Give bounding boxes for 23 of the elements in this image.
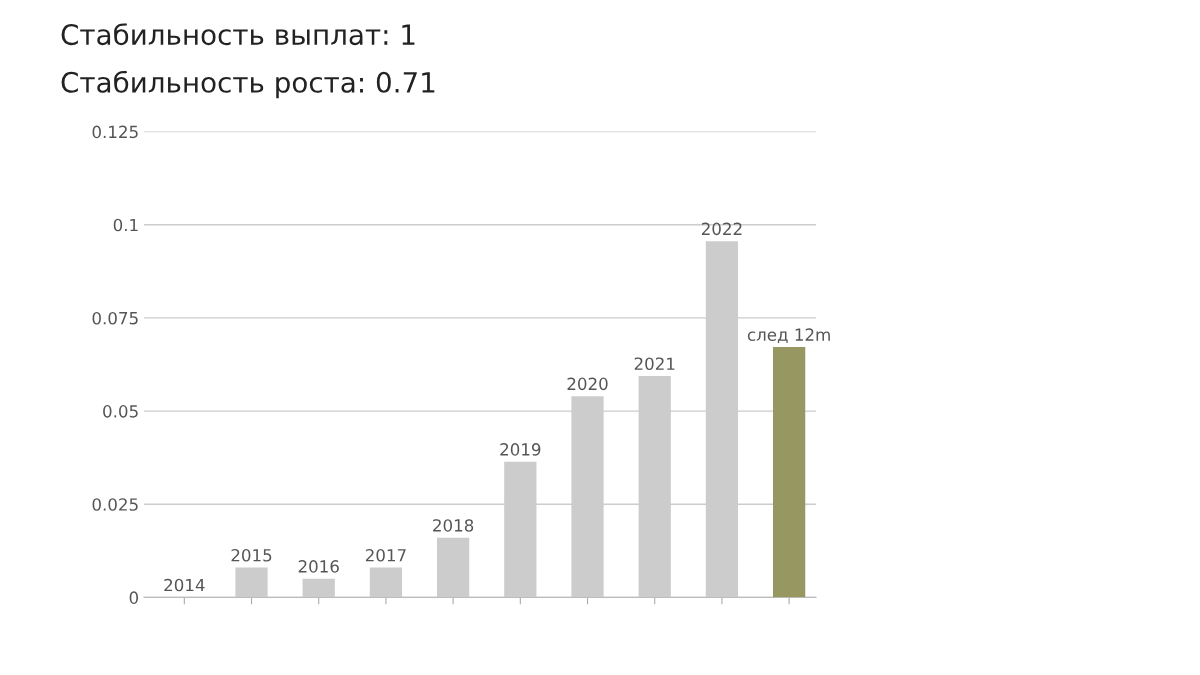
x-tick-label: след 12m <box>747 328 830 344</box>
x-tick-label: 2019 <box>500 443 541 456</box>
x-tick-label: 2022 <box>701 222 742 236</box>
y-tick-label: 0.05 <box>103 405 138 418</box>
x-tick-label: 2015 <box>231 548 272 562</box>
bar <box>436 537 470 598</box>
y-tick-label: 0.1 <box>113 218 138 232</box>
y-tick-label: 0 <box>129 591 139 604</box>
x-tick-label: 2017 <box>365 548 406 562</box>
chart-subtitle: Стабильность роста: 0.71 <box>61 70 435 99</box>
x-tick-label: 2021 <box>634 357 675 371</box>
y-tick-label: 0.075 <box>92 311 138 325</box>
bar <box>369 567 403 598</box>
bar <box>772 346 806 598</box>
x-tick-label: 2016 <box>298 560 339 573</box>
y-tick-label: 0.025 <box>92 498 138 511</box>
x-tick-label: 2014 <box>164 578 205 592</box>
chart-title: Стабильность выплат: 1 <box>61 23 415 46</box>
x-tick-label: 2020 <box>567 377 608 391</box>
bar <box>302 578 335 598</box>
y-tick-label: 0.125 <box>92 125 138 139</box>
x-tick-label: 2018 <box>433 519 474 532</box>
bar <box>235 567 268 598</box>
